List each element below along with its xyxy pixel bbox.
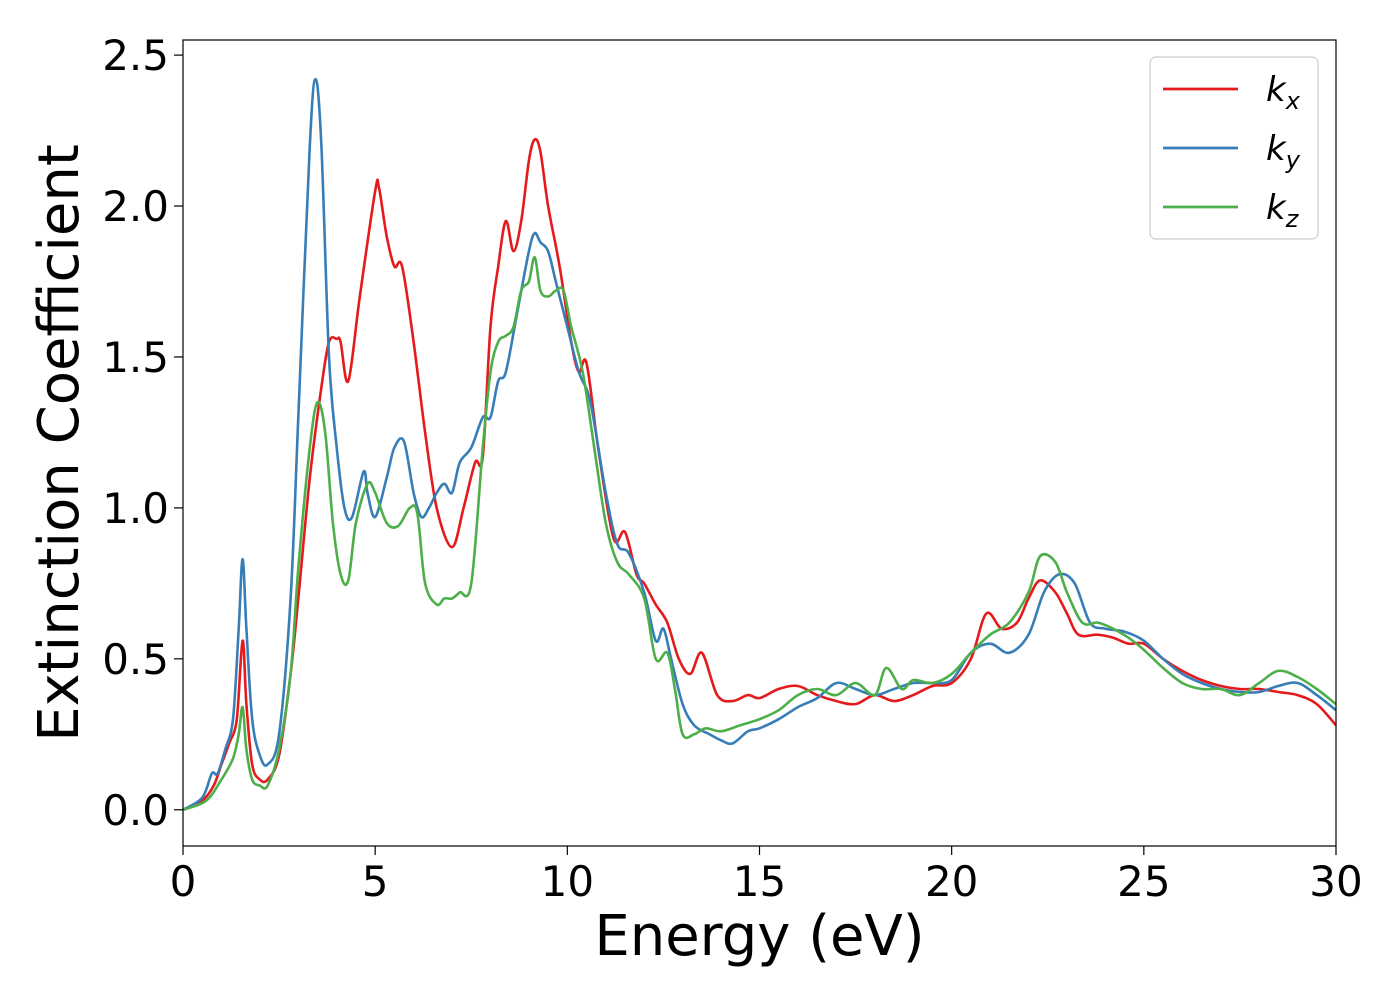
x-axis-ticks: 0 5 10 15 20 25 30 — [170, 846, 1363, 906]
x-tick-label: 0 — [170, 857, 197, 906]
y-axis-label: Extinction Coefficient — [27, 144, 92, 742]
series-line-x — [182, 137, 1337, 811]
x-tick-label: 10 — [541, 857, 594, 906]
x-tick-label: 25 — [1117, 857, 1170, 906]
y-tick-label: 0.0 — [102, 786, 169, 835]
legend-label-y: ky — [1266, 129, 1301, 174]
y-tick-label: 1.0 — [102, 484, 169, 533]
series-layer — [182, 77, 1337, 812]
x-axis-label: Energy (eV) — [594, 904, 924, 969]
x-tick-label: 5 — [362, 857, 389, 906]
legend-label-main: k — [1266, 70, 1287, 110]
legend-label-sub: z — [1285, 205, 1300, 233]
y-tick-label: 2.0 — [102, 182, 169, 231]
x-tick-label: 15 — [733, 857, 786, 906]
x-tick-label: 30 — [1309, 857, 1362, 906]
y-tick-label: 2.5 — [102, 31, 169, 80]
legend-label-sub: x — [1285, 87, 1301, 115]
legend-label-x: kx — [1266, 70, 1301, 115]
legend-label-sub: y — [1285, 146, 1301, 174]
legend-label-main: k — [1266, 188, 1287, 228]
legend-label-z: kz — [1266, 188, 1300, 233]
x-tick-label: 20 — [925, 857, 978, 906]
series-line-y — [182, 77, 1337, 811]
y-tick-label: 1.5 — [102, 333, 169, 382]
y-tick-label: 0.5 — [102, 635, 169, 684]
y-axis-ticks: 0.0 0.5 1.0 1.5 2.0 2.5 — [102, 31, 183, 835]
series-line-z — [182, 255, 1337, 812]
legend-label-main: k — [1266, 129, 1287, 169]
